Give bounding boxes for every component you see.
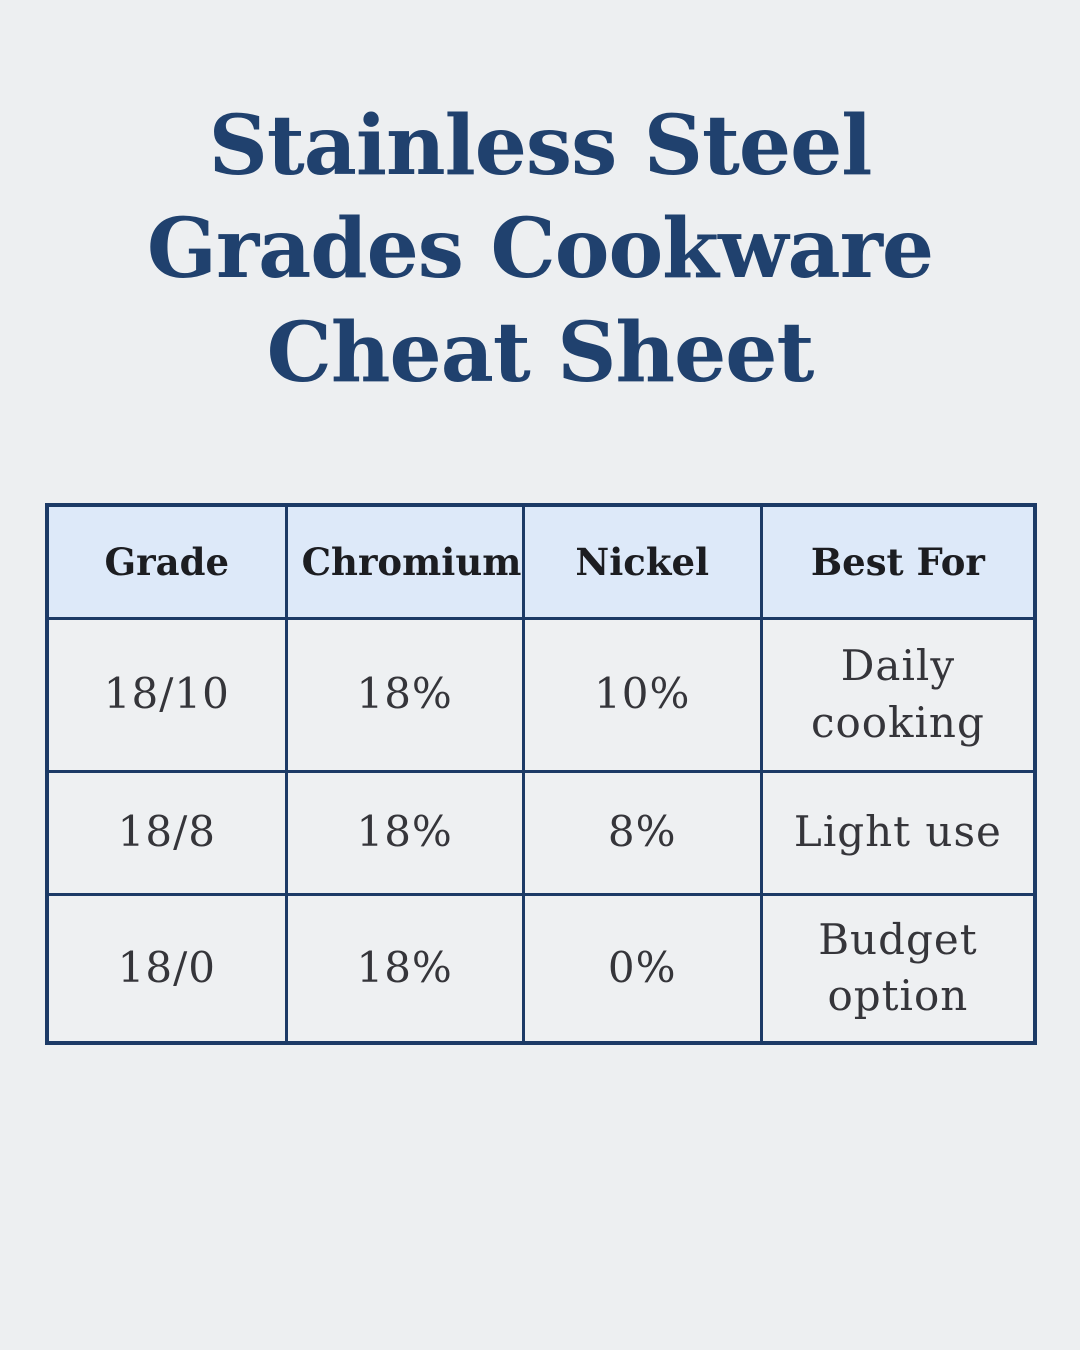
cell-nickel: 0% <box>521 892 763 1045</box>
cell-best-for: Daily cooking <box>759 616 1037 773</box>
page-title: Stainless Steel Grades Cookware Cheat Sh… <box>0 0 1080 405</box>
cell-grade: 18/8 <box>45 769 288 896</box>
table-row: 18/0 18% 0% Budget option <box>45 892 1037 1045</box>
cell-chromium: 18% <box>284 892 525 1045</box>
table-row: 18/8 18% 8% Light use <box>45 769 1037 896</box>
page-title-line-3: Cheat Sheet <box>266 304 815 401</box>
cell-chromium: 18% <box>284 769 525 896</box>
column-header-best-for: Best For <box>759 503 1037 620</box>
grades-table: Grade Chromium Nickel Best For 18/10 18%… <box>45 503 1037 1045</box>
cell-best-for: Budget option <box>759 892 1037 1045</box>
page-title-line-2: Grades Cookware <box>146 201 934 298</box>
table-row: 18/10 18% 10% Daily cooking <box>45 616 1037 773</box>
grades-table-container: Grade Chromium Nickel Best For 18/10 18%… <box>45 503 1037 1045</box>
column-header-grade: Grade <box>45 503 288 620</box>
cell-nickel: 8% <box>521 769 763 896</box>
cell-nickel: 10% <box>521 616 763 773</box>
column-header-chromium: Chromium <box>284 503 525 620</box>
cell-grade: 18/10 <box>45 616 288 773</box>
page-title-line-1: Stainless Steel <box>208 98 873 194</box>
cell-chromium: 18% <box>284 616 525 773</box>
table-header-row: Grade Chromium Nickel Best For <box>45 503 1037 620</box>
cell-best-for: Light use <box>759 769 1037 896</box>
column-header-nickel: Nickel <box>521 503 763 620</box>
cell-grade: 18/0 <box>45 892 288 1045</box>
